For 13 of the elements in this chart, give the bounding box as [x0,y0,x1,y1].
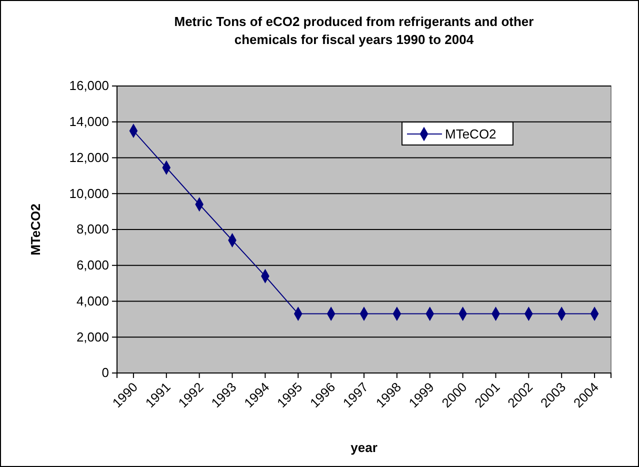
chart-title: Metric Tons of eCO2 produced from refrigerants and other chemicals for fiscal years 1990 to 2004 [174,14,534,47]
y-tick-label: 6,000 [76,258,109,273]
y-tick-label: 0 [102,365,109,380]
y-tick-label: 16,000 [69,78,109,94]
y-tick-label: 14,000 [69,114,109,130]
y-tick-label: 8,000 [76,222,109,237]
x-axis-title: year [350,440,378,455]
legend-label: MTeCO2 [445,126,496,142]
y-tick-label: 2,000 [76,329,109,344]
y-tick-label: 4,000 [76,293,109,308]
y-tick-label: 12,000 [69,150,109,165]
y-axis-title: MTeCO2 [28,204,43,256]
y-tick-label: 10,000 [69,186,109,201]
